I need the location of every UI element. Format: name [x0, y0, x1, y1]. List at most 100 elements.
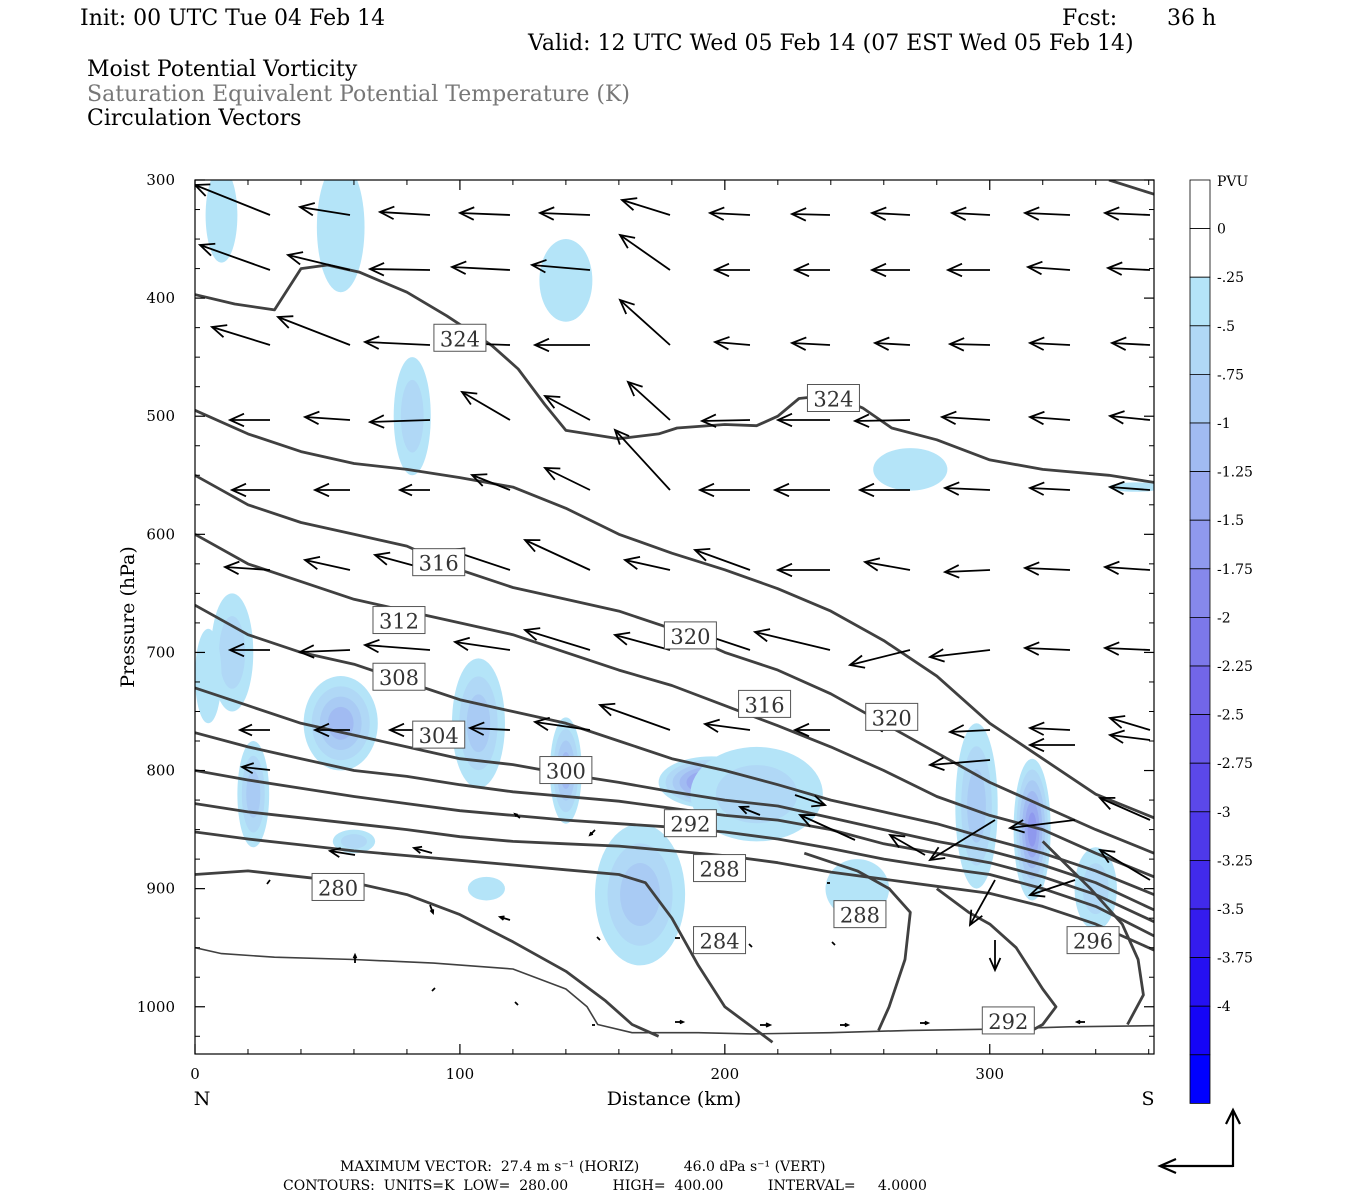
- circulation-vector-head: [622, 556, 641, 570]
- circulation-vector-head: [327, 847, 341, 858]
- mpv-shade-blob: [467, 876, 505, 901]
- circulation-vector: [944, 569, 991, 573]
- x-tick-label: 300: [975, 1065, 1004, 1083]
- contour-label-box: [663, 621, 717, 650]
- contour-label: 324: [440, 327, 480, 351]
- circulation-vector-head: [942, 481, 960, 496]
- circulation-vector-head: [362, 638, 380, 654]
- circulation-vector-head: [852, 413, 870, 428]
- colorbar-label: -1.5: [1217, 513, 1244, 529]
- circulation-vector-head: [397, 483, 413, 497]
- circulation-vector: [431, 987, 436, 992]
- circulation-vector-head: [618, 298, 635, 315]
- x-axis-ticks: 0 100 200 300: [190, 180, 1150, 1083]
- circulation-vector-head: [452, 636, 471, 652]
- circulation-vector-head: [229, 482, 247, 498]
- y-tick-label: 1000: [137, 998, 175, 1016]
- circulation-vector-head: [888, 833, 906, 848]
- circulation-vector-head: [239, 762, 255, 775]
- colorbar-label: -1: [1217, 416, 1231, 432]
- colorbar-swatch: [1189, 714, 1211, 764]
- circulation-vector: [1107, 267, 1151, 271]
- circulation-vector-head: [449, 260, 467, 275]
- colorbar-swatch: [1189, 908, 1211, 958]
- circulation-vector-head: [429, 909, 435, 916]
- theta-es-contour: [803, 851, 912, 1031]
- colorbar-swatch: [1189, 957, 1211, 1007]
- colorbar-label: -3.25: [1217, 853, 1253, 869]
- circulation-vector-head: [847, 654, 866, 669]
- circulation-vector: [864, 561, 911, 571]
- colorbar-swatch: [1189, 860, 1211, 910]
- colorbar-label: -.5: [1217, 319, 1235, 335]
- circulation-vector: [369, 419, 431, 423]
- colorbar-swatch: [1189, 179, 1211, 229]
- contour-label-box: [833, 900, 887, 929]
- circulation-vector: [1029, 342, 1071, 346]
- colorbar-swatch: [1189, 276, 1211, 327]
- contour-label: 316: [419, 552, 459, 576]
- circulation-vector-head: [1102, 641, 1120, 656]
- colorbar-label: -4: [1217, 999, 1231, 1015]
- colorbar-swatch: [1189, 519, 1211, 570]
- colorbar-unit: PVU: [1217, 174, 1249, 190]
- circulation-vector-head: [752, 628, 771, 643]
- circulation-vector-head: [772, 482, 790, 498]
- contour-label: 300: [546, 760, 586, 784]
- circulation-vector-head: [312, 722, 330, 738]
- circulation-vector: [1109, 734, 1151, 741]
- circulation-vector-head: [1027, 737, 1045, 753]
- colorbar-label: -3: [1217, 805, 1231, 821]
- init-time: Init: 00 UTC Tue 04 Feb 14: [80, 6, 385, 31]
- circulation-vector-head: [947, 724, 965, 739]
- contour-label-box: [433, 323, 487, 352]
- theta-es-contour: [195, 263, 1154, 484]
- circulation-vector-head: [1098, 848, 1116, 864]
- circulation-vector-head: [227, 642, 245, 658]
- mpv-shade-blob: [715, 765, 798, 824]
- circulation-vector-head: [619, 197, 638, 211]
- circulation-vector-head: [679, 1019, 686, 1025]
- circulation-vector: [364, 341, 431, 346]
- circulation-vector-head: [811, 794, 828, 808]
- circulation-vector: [461, 391, 511, 421]
- circulation-vector-head: [1027, 336, 1045, 351]
- circulation-vector-head: [927, 648, 945, 663]
- circulation-vector: [1024, 647, 1071, 651]
- circulation-vector-head: [869, 262, 887, 278]
- contour-label: 320: [670, 625, 710, 649]
- circulation-vector: [849, 649, 911, 666]
- circulation-vector-head: [949, 206, 967, 221]
- circulation-vector-head: [367, 262, 385, 277]
- theta-es-contour: [195, 869, 660, 1038]
- mpv-shade-blob: [466, 694, 491, 753]
- circulation-vector-head: [1027, 721, 1045, 736]
- circulation-vector: [754, 631, 831, 651]
- circulation-vector-head: [692, 547, 711, 562]
- x-axis-south-label: S: [1141, 1088, 1154, 1110]
- circulation-vector-head: [588, 831, 594, 837]
- circulation-vector-head: [297, 202, 316, 217]
- circulation-vector: [1104, 566, 1151, 571]
- circulation-vector: [524, 539, 591, 571]
- colorbar-label: -1.75: [1217, 562, 1253, 578]
- contour-label: 292: [988, 1010, 1028, 1034]
- forecast-hour: 36 h: [1167, 6, 1216, 31]
- circulation-vector: [941, 416, 991, 421]
- circulation-vector: [694, 549, 751, 571]
- plot-area: 324 324 316 312 320 308 316 320 304 300 292 288 280 2…: [137, 171, 1155, 1083]
- circulation-vector: [596, 936, 601, 941]
- colorbar-swatch: [1189, 665, 1211, 715]
- circulation-vector-head: [1022, 641, 1040, 656]
- circulation-vector-head: [872, 336, 890, 351]
- vector-scale-arrows-icon: [1157, 1107, 1241, 1175]
- circulation-vector: [299, 649, 351, 653]
- circulation-vector: [614, 429, 671, 491]
- circulation-vector: [514, 1001, 519, 1006]
- y-tick-label: 400: [146, 289, 175, 307]
- circulation-vector-head: [927, 756, 945, 771]
- circulation-vector: [1009, 819, 1076, 829]
- circulation-vector-head: [367, 414, 385, 429]
- y-tick-label: 600: [146, 525, 175, 543]
- circulation-vector-head: [529, 259, 547, 274]
